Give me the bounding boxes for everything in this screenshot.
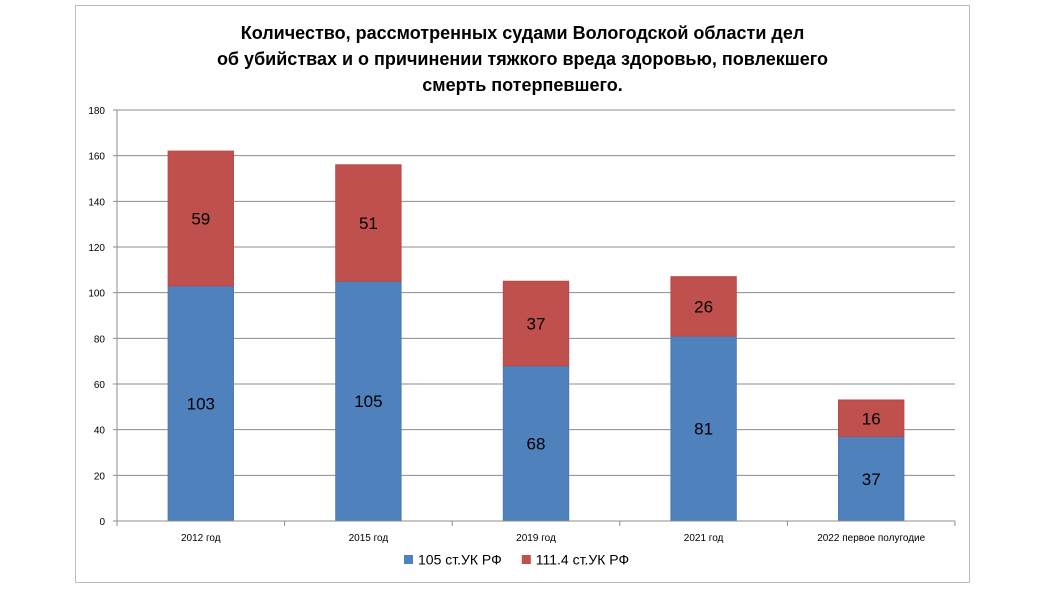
- y-tick-label: 140: [88, 197, 105, 208]
- bar-segment: [502, 280, 570, 367]
- x-tick-label: 2022 первое полугодие: [817, 533, 925, 544]
- bar-segment: [502, 365, 570, 522]
- legend-label: 105 ст.УК РФ: [418, 552, 502, 568]
- legend-label: 111.4 ст.УК РФ: [536, 552, 629, 568]
- y-axis: 0 20 40 60 80 100 120 140 160 180: [88, 106, 118, 528]
- data-label: 103: [187, 394, 215, 413]
- legend-swatch: [404, 555, 413, 564]
- data-label: 68: [527, 434, 546, 453]
- y-tick-label: 0: [99, 517, 105, 528]
- y-tick-label: 160: [88, 152, 105, 163]
- chart-title-line-1: Количество, рассмотренных судами Вологод…: [240, 23, 805, 43]
- bar-segment: [335, 280, 402, 522]
- legend-swatch: [521, 555, 531, 564]
- chart-title-line-3: смерть потерпевшего.: [422, 75, 623, 95]
- y-tick-label: 20: [94, 471, 106, 482]
- bar-segment: [838, 399, 905, 438]
- y-tick-label: 120: [88, 243, 105, 254]
- bar-segment: [670, 276, 737, 337]
- x-tick-label: 2015 год: [349, 533, 389, 544]
- y-tick-label: 80: [94, 334, 106, 345]
- data-label: 81: [694, 420, 713, 439]
- bars: [167, 150, 905, 522]
- data-label: 37: [862, 470, 881, 489]
- bar-segment: [167, 285, 234, 522]
- x-axis: 2012 год 2015 год 2019 год 2021 год 2022 пер…: [116, 520, 956, 544]
- bar-segment: [335, 164, 402, 282]
- legend: 105 ст.УК РФ 111.4 ст.УК РФ: [404, 552, 629, 568]
- y-tick-label: 60: [94, 380, 106, 391]
- data-labels: 103 59 105 51 68 37 81 26 37 16: [187, 209, 881, 488]
- data-label: 37: [527, 314, 546, 333]
- y-tick-label: 40: [94, 426, 106, 437]
- data-label: 16: [862, 409, 881, 428]
- chart-title: Количество, рассмотренных судами Вологод…: [76, 20, 969, 98]
- x-tick-label: 2021 год: [684, 533, 724, 544]
- chart-title-line-2: об убийствах и о причинении тяжкого вред…: [216, 49, 829, 69]
- y-tick-label: 100: [88, 289, 105, 300]
- data-label: 105: [354, 392, 382, 411]
- x-tick-label: 2019 год: [516, 533, 556, 544]
- data-label: 26: [694, 297, 713, 316]
- bar-segment: [838, 436, 905, 522]
- data-label: 51: [359, 214, 378, 233]
- x-tick-label: 2012 год: [181, 533, 221, 544]
- data-label: 59: [191, 209, 210, 228]
- bar-segment: [167, 150, 234, 287]
- y-tick-label: 180: [88, 106, 105, 117]
